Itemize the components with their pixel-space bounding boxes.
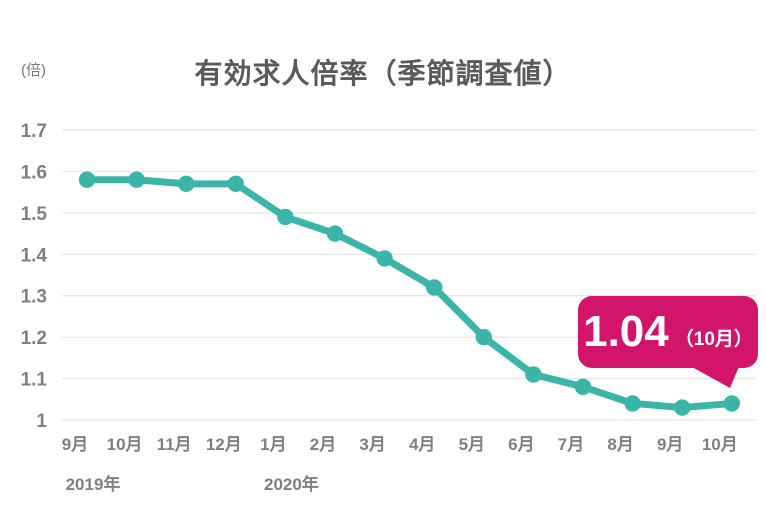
y-axis-unit-label: (倍) [21, 62, 46, 79]
data-point [723, 395, 740, 412]
y-tick-label: 1.6 [21, 162, 47, 183]
data-point [128, 171, 145, 188]
data-point [376, 250, 393, 267]
y-tick-label: 1.7 [21, 121, 47, 142]
y-tick-label: 1.2 [21, 328, 47, 349]
x-tick-label: 11月 [157, 435, 192, 454]
x-tick-label: 10月 [107, 435, 143, 454]
year-label: 2019年 [66, 474, 121, 494]
y-tick-label: 1 [36, 411, 47, 432]
x-tick-label: 9月 [62, 435, 88, 454]
y-tick-label: 1.4 [21, 245, 48, 266]
data-point [624, 395, 641, 412]
x-tick-label: 1月 [260, 435, 286, 454]
x-tick-label: 4月 [409, 435, 435, 454]
chart-title: 有効求人倍率（季節調査値） [194, 58, 572, 89]
data-point [277, 208, 294, 226]
data-point [475, 328, 492, 346]
x-tick-label: 6月 [508, 435, 534, 454]
y-tick-label: 1.3 [21, 287, 47, 308]
value-callout: 1.04 （10月） [578, 296, 758, 368]
x-tick-label: 9月 [657, 435, 683, 454]
x-tick-label: 7月 [558, 435, 584, 454]
data-point [574, 378, 592, 396]
data-point [426, 279, 443, 296]
trend-line [83, 176, 736, 412]
data-point [227, 175, 244, 193]
data-point [674, 399, 691, 416]
x-tick-label: 8月 [607, 435, 633, 454]
year-label: 2020年 [264, 474, 319, 494]
data-point [326, 225, 344, 242]
x-tick-label: 10月 [702, 435, 738, 454]
callout-value: 1.04 [583, 307, 669, 356]
data-point [525, 366, 542, 383]
data-point [78, 171, 96, 188]
callout-month: （10月） [674, 328, 753, 350]
x-tick-label: 2月 [310, 435, 336, 454]
y-tick-label: 1.5 [21, 204, 48, 225]
x-tick-label: 12月 [206, 435, 242, 454]
data-point [178, 175, 195, 193]
x-tick-label: 5月 [459, 435, 485, 454]
y-tick-label: 1.1 [21, 370, 48, 391]
x-tick-label: 3月 [359, 435, 385, 454]
